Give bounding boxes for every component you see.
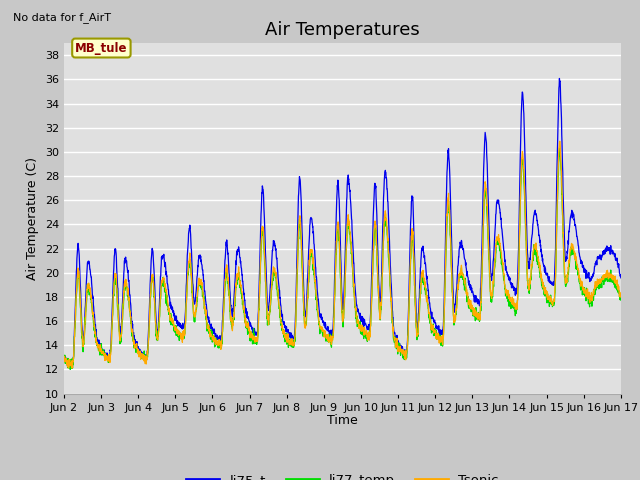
Tsonic <box>371 221 379 227</box>
Tsonic <box>584 286 591 292</box>
Tsonic <box>556 138 563 144</box>
li75_t <box>371 180 379 186</box>
Tsonic <box>568 242 576 248</box>
Tsonic <box>617 293 625 299</box>
li75_t <box>556 75 563 81</box>
li77_temp <box>359 325 367 331</box>
Tsonic <box>359 327 367 333</box>
X-axis label: Time: Time <box>327 414 358 427</box>
li77_temp <box>556 145 563 151</box>
li77_temp <box>371 221 379 227</box>
Y-axis label: Air Temperature (C): Air Temperature (C) <box>26 157 39 280</box>
li75_t <box>568 208 576 214</box>
li77_temp <box>60 358 68 364</box>
li75_t <box>66 363 74 369</box>
li75_t <box>617 275 625 281</box>
li75_t <box>60 354 68 360</box>
li77_temp <box>216 342 223 348</box>
Text: No data for f_AirT: No data for f_AirT <box>13 12 111 23</box>
Line: li77_temp: li77_temp <box>64 148 621 370</box>
Line: Tsonic: Tsonic <box>64 141 621 368</box>
Legend: li75_t, li77_temp, Tsonic: li75_t, li77_temp, Tsonic <box>180 468 504 480</box>
Tsonic <box>216 337 223 343</box>
li77_temp <box>617 297 625 303</box>
Tsonic <box>65 365 72 371</box>
Title: Air Temperatures: Air Temperatures <box>265 21 420 39</box>
li75_t <box>359 316 367 322</box>
Text: MB_tule: MB_tule <box>75 42 127 55</box>
li75_t <box>504 273 512 279</box>
li75_t <box>216 334 223 339</box>
Line: li75_t: li75_t <box>64 78 621 366</box>
li77_temp <box>584 293 591 299</box>
li77_temp <box>568 247 576 253</box>
li75_t <box>584 271 591 277</box>
Tsonic <box>504 293 512 299</box>
li77_temp <box>504 297 512 303</box>
Tsonic <box>60 355 68 361</box>
li77_temp <box>67 367 74 372</box>
